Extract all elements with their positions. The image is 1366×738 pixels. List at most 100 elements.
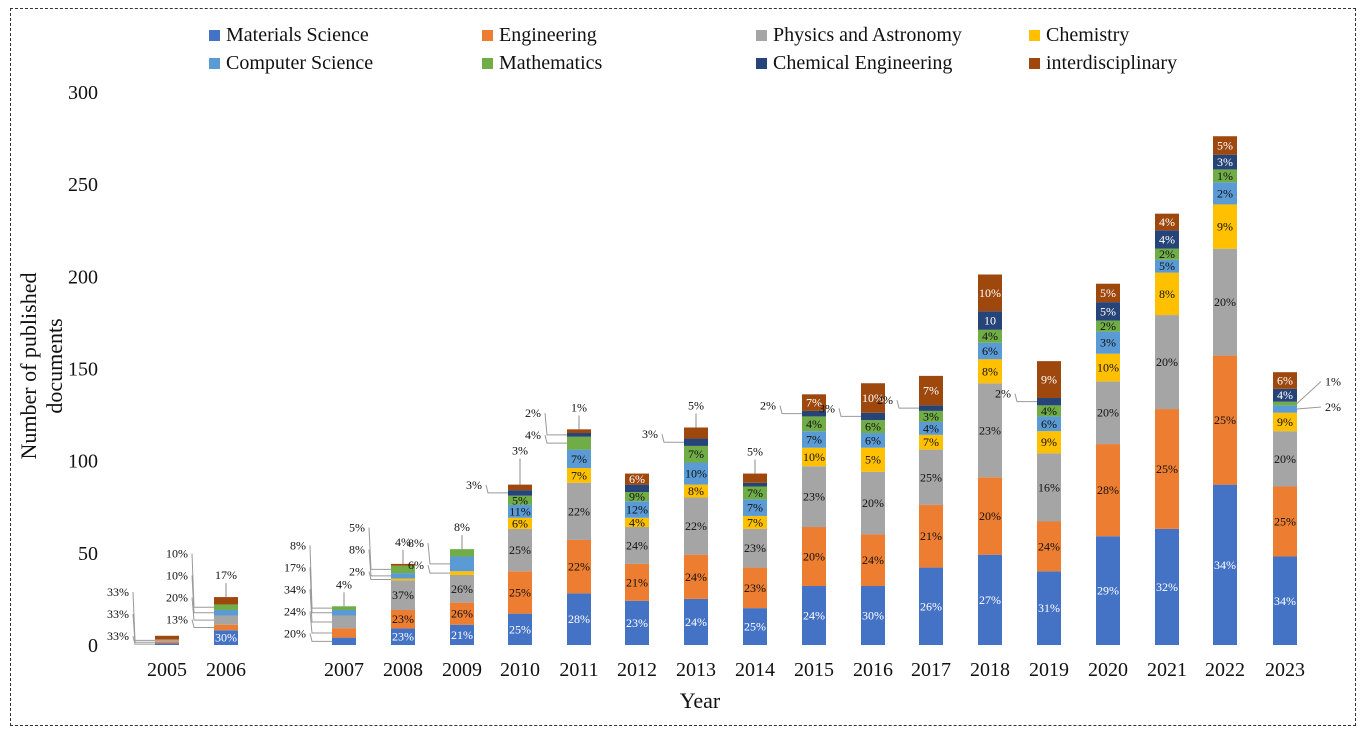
x-tick-label: 2021 — [1147, 659, 1187, 681]
bar-segment-2022-chemical-engineering — [1213, 154, 1237, 170]
bar-segment-2017-mathematics — [919, 410, 943, 422]
data-label: 23% — [744, 541, 766, 555]
data-label: 7% — [923, 384, 939, 398]
callout-label: 5% — [349, 521, 365, 535]
bar-segment-2020-chemistry — [1096, 353, 1120, 382]
legend-item-physics-and-astronomy: Physics and Astronomy — [756, 24, 962, 47]
bar-segment-2006-interdisciplinary — [214, 597, 238, 605]
x-tick-label: 2016 — [853, 659, 893, 681]
data-label: 10% — [685, 467, 707, 481]
data-label: 29% — [1097, 584, 1119, 598]
bar-segment-2009-engineering — [450, 602, 474, 625]
callout-label: 5% — [688, 398, 704, 412]
bar-segment-2007-mathematics — [332, 606, 356, 610]
bar-segment-2013-chemical-engineering — [684, 438, 708, 446]
bar-segment-2011-physics-and-astronomy — [567, 482, 591, 540]
legend-swatch — [1029, 30, 1040, 41]
bar-segment-2015-computer-science — [802, 431, 826, 448]
data-label: 2% — [1100, 319, 1116, 333]
x-tick-label: 2005 — [147, 659, 187, 681]
legend-swatch — [1029, 58, 1040, 69]
data-label: 4% — [629, 515, 645, 529]
bar-segment-2016-chemistry — [861, 447, 885, 472]
bar-segment-2014-engineering — [743, 567, 767, 609]
bar-segment-2013-engineering — [684, 554, 708, 599]
x-tick-label: 2011 — [559, 659, 598, 681]
bar-segment-2020-chemical-engineering — [1096, 302, 1120, 321]
bar-segment-2020-physics-and-astronomy — [1096, 381, 1120, 445]
bar-segment-2015-chemical-engineering — [802, 410, 826, 417]
legend-label: Computer Science — [226, 52, 374, 74]
bar-segment-2016-engineering — [861, 534, 885, 587]
x-axis-ticks: 2005 2006 2007 2008 2009 2010 2011 2012 2013 2014… — [147, 659, 1305, 681]
data-label: 9% — [1217, 220, 1233, 234]
bar-segment-2012-computer-science — [625, 501, 649, 518]
bar-segment-2005-interdisciplinary — [155, 635, 179, 640]
callout-leader — [132, 592, 155, 641]
x-tick-label: 2008 — [383, 659, 423, 681]
bar-segment-2022-chemistry — [1213, 204, 1237, 249]
data-label: 3% — [1217, 155, 1233, 169]
bar-segment-2013-mathematics — [684, 445, 708, 463]
callout-leader — [191, 597, 214, 621]
callout-label: 6% — [408, 558, 424, 572]
data-label: 2% — [1217, 186, 1233, 200]
callout-leader — [896, 400, 919, 409]
callout-leader — [191, 619, 214, 628]
data-label: 25% — [509, 543, 531, 557]
bar-segment-2012-interdisciplinary — [625, 473, 649, 485]
x-tick-label: 2010 — [500, 659, 540, 681]
bar-segment-2010-chemistry — [508, 517, 532, 529]
y-tick-label: 0 — [88, 635, 98, 657]
data-label: 23% — [626, 616, 648, 630]
callout-leader — [309, 567, 332, 614]
callout-leader — [427, 543, 450, 565]
bar-segment-2013-materials-science — [684, 598, 708, 645]
data-label: 10% — [862, 391, 884, 405]
bar-segment-2006-physics-and-astronomy — [214, 615, 238, 625]
data-label: 28% — [568, 612, 590, 626]
y-tick-label: 300 — [68, 82, 98, 104]
bar-segment-2006-materials-science — [214, 630, 238, 645]
callout-leader — [191, 575, 214, 614]
y-tick-label: 100 — [68, 451, 98, 473]
bar-segment-2008-computer-science — [391, 573, 415, 579]
bar-segment-2020-computer-science — [1096, 331, 1120, 354]
bar-segment-2019-chemistry — [1037, 431, 1061, 454]
callout-leader — [368, 571, 391, 581]
bar-segment-2015-materials-science — [802, 586, 826, 645]
bar-segment-2016-chemical-engineering — [861, 412, 885, 421]
callout-label: 8% — [290, 538, 306, 552]
data-label: 22% — [685, 519, 707, 533]
data-label: 5% — [1100, 286, 1116, 300]
data-label: 23% — [392, 612, 414, 626]
callout-label: 2% — [1325, 400, 1341, 414]
bar-segment-2021-physics-and-astronomy — [1155, 315, 1179, 410]
data-label: 4% — [806, 417, 822, 431]
bar-segment-2023-mathematics — [1273, 401, 1297, 406]
bar-segment-2008-interdisciplinary — [391, 563, 415, 566]
callout-label: 3% — [642, 427, 658, 441]
callout-label: 2% — [760, 399, 776, 413]
data-label: 7% — [806, 432, 822, 446]
data-label: 22% — [568, 560, 590, 574]
callout-leader — [309, 589, 332, 623]
callout-label: 8% — [454, 520, 470, 534]
data-label: 34% — [1214, 558, 1236, 572]
legend-swatch — [209, 30, 220, 41]
data-label: 10 — [984, 314, 996, 328]
legend-label: Physics and Astronomy — [773, 24, 962, 46]
x-tick-label: 2017 — [911, 659, 951, 681]
data-label: 8% — [688, 484, 704, 498]
bar-segment-2013-physics-and-astronomy — [684, 497, 708, 555]
x-tick-label: 2009 — [442, 659, 482, 681]
bar-segment-2017-chemical-engineering — [919, 405, 943, 411]
data-label: 6% — [865, 433, 881, 447]
bar-segment-2022-materials-science — [1213, 484, 1237, 645]
bar-segment-2011-computer-science — [567, 449, 591, 469]
data-label: 21% — [920, 529, 942, 543]
data-label: 26% — [451, 607, 473, 621]
data-label: 6% — [512, 516, 528, 530]
bar-segment-2013-chemistry — [684, 484, 708, 498]
